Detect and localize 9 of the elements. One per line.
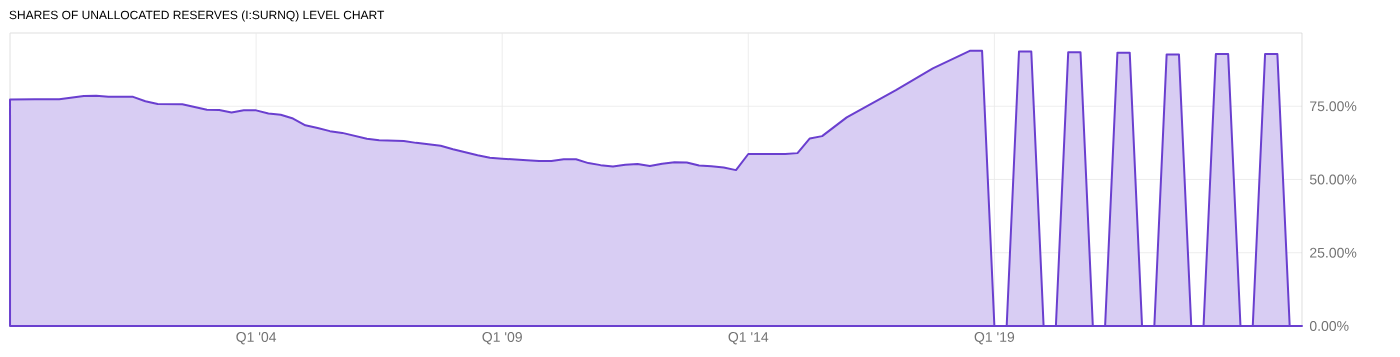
x-tick-label: Q1 '04 — [236, 332, 277, 345]
y-tick-label: 0.00% — [1309, 321, 1349, 331]
y-tick-label: 50.00% — [1309, 174, 1357, 185]
x-tick-label: Q1 '09 — [482, 332, 522, 345]
y-tick-label: 75.00% — [1310, 101, 1357, 112]
x-tick-label: Q1 '19 — [974, 332, 1015, 345]
chart-title: SHARES OF UNALLOCATED RESERVES (I:SURNQ) LEVEL CHART — [9, 10, 385, 22]
x-tick-label: Q1 '14 — [728, 332, 769, 345]
y-tick-label: 25.00% — [1310, 247, 1357, 258]
